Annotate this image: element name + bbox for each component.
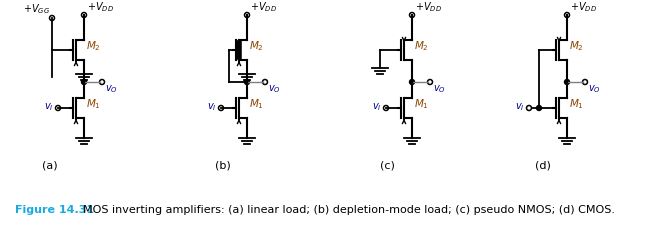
Text: (a): (a) xyxy=(42,160,58,170)
Circle shape xyxy=(244,79,250,85)
Text: $M_1$: $M_1$ xyxy=(249,97,264,111)
Text: (c): (c) xyxy=(380,160,395,170)
Text: $M_2$: $M_2$ xyxy=(249,39,264,53)
Text: $v_I$: $v_I$ xyxy=(372,101,382,113)
Text: $+V_{DD}$: $+V_{DD}$ xyxy=(87,0,114,14)
Text: $M_2$: $M_2$ xyxy=(569,39,584,53)
Circle shape xyxy=(409,79,415,85)
Text: $v_I$: $v_I$ xyxy=(207,101,217,113)
Circle shape xyxy=(81,79,87,85)
Text: $M_2$: $M_2$ xyxy=(86,39,101,53)
Text: $M_1$: $M_1$ xyxy=(414,97,429,111)
Text: $+V_{DD}$: $+V_{DD}$ xyxy=(250,0,277,14)
Text: $+V_{DD}$: $+V_{DD}$ xyxy=(415,0,442,14)
Text: Figure 14.31: Figure 14.31 xyxy=(15,205,94,215)
Text: $v_O$: $v_O$ xyxy=(105,83,118,95)
Text: (b): (b) xyxy=(215,160,231,170)
Text: (d): (d) xyxy=(535,160,551,170)
Text: $M_1$: $M_1$ xyxy=(86,97,101,111)
Text: $v_I$: $v_I$ xyxy=(44,101,54,113)
Text: $M_2$: $M_2$ xyxy=(414,39,429,53)
Text: $v_I$: $v_I$ xyxy=(515,101,525,113)
Circle shape xyxy=(537,106,541,110)
Text: $+V_{DD}$: $+V_{DD}$ xyxy=(570,0,597,14)
Text: $v_O$: $v_O$ xyxy=(268,83,281,95)
Text: MOS inverting amplifiers: (a) linear load; (b) depletion-mode load; (c) pseudo N: MOS inverting amplifiers: (a) linear loa… xyxy=(83,205,615,215)
Text: $+V_{GG}$: $+V_{GG}$ xyxy=(23,2,50,16)
Text: $v_O$: $v_O$ xyxy=(433,83,446,95)
Text: $M_1$: $M_1$ xyxy=(569,97,584,111)
Text: $v_O$: $v_O$ xyxy=(588,83,601,95)
Circle shape xyxy=(564,79,570,85)
